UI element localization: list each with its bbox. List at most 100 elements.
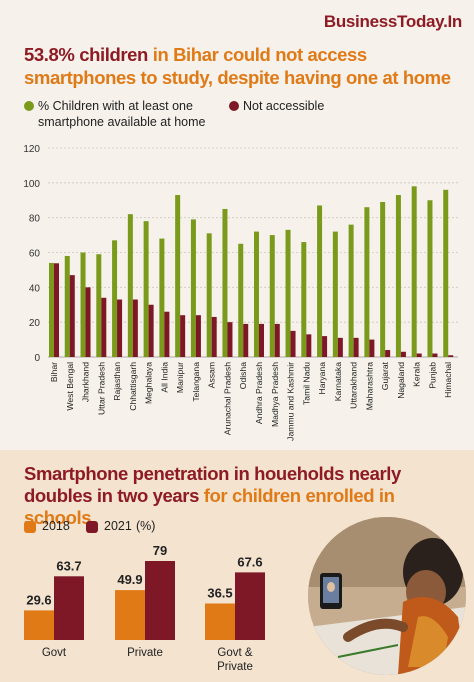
penetration-bar-chart: 29.6 63.7 Govt 49.9 79 Private 36.5 67.6 Govt & P… — [24, 543, 265, 673]
legend-item-not-accessible: Not accessible — [229, 98, 324, 114]
x-tick-label: Rajasthan — [112, 362, 122, 401]
bar-not-accessible — [227, 322, 233, 357]
bar-available — [411, 186, 417, 357]
data-label: 63.7 — [56, 558, 81, 573]
bar-not-accessible — [195, 315, 201, 357]
bar-available — [206, 233, 212, 357]
bar-available — [364, 207, 370, 357]
x-tick-label: Jammu and Kashmir — [286, 362, 296, 441]
legend-2018: 2018 — [42, 519, 70, 533]
legend-label-not-accessible: Not accessible — [243, 99, 325, 113]
bar-available — [301, 242, 307, 357]
bar-not-accessible — [337, 337, 343, 357]
x-tick-label: Madhya Pradesh — [270, 362, 280, 427]
bar-not-accessible — [274, 323, 280, 357]
bar-not-accessible — [416, 353, 422, 357]
y-tick-label: 120 — [23, 144, 40, 155]
headline: 53.8% children in Bihar could not access… — [24, 43, 464, 89]
bar-not-accessible — [211, 316, 217, 357]
maroon-square-icon — [86, 521, 98, 533]
bar-not-accessible — [117, 299, 123, 357]
data-label: 29.6 — [26, 592, 51, 607]
bar-available — [49, 262, 54, 357]
bar-available — [222, 208, 228, 357]
y-tick-label: 0 — [34, 353, 40, 364]
top-section: BusinessToday.In 53.8% children in Bihar… — [23, 12, 464, 441]
x-tick-label: Telangana — [191, 362, 201, 402]
x-tick-label: Himachal — [443, 362, 453, 398]
x-tick-label: Arunachal Pradesh — [222, 362, 232, 435]
x-tick-label: Kerala — [412, 362, 422, 387]
x-tick-label: Bihar — [49, 362, 59, 382]
bar-not-accessible — [369, 339, 375, 357]
bar-available — [112, 240, 118, 357]
x-tick-label: Uttarakhand — [349, 362, 359, 409]
bar-available — [143, 221, 149, 357]
bar-2021 — [145, 561, 175, 640]
bar-available — [96, 254, 102, 357]
x-tick-label: Meghalaya — [144, 362, 154, 404]
x-tick-label: Karnataka — [333, 362, 343, 401]
data-label: 67.6 — [237, 554, 262, 569]
x-tick-label: Uttar Pradesh — [96, 362, 106, 415]
x-tick-label: Jharkhand — [81, 362, 91, 402]
bar-not-accessible — [101, 297, 107, 357]
bar-not-accessible — [69, 275, 75, 357]
bar-not-accessible — [243, 323, 249, 357]
x-tick-label: Assam — [207, 362, 217, 388]
bar-not-accessible — [259, 323, 264, 357]
bar-available — [332, 231, 338, 357]
bar-not-accessible — [385, 350, 391, 357]
bar-2018 — [205, 603, 235, 640]
bar-available — [159, 238, 165, 357]
bar-not-accessible — [448, 355, 454, 357]
x-tick-label: Haryana — [317, 362, 327, 395]
orange-square-icon — [24, 521, 36, 533]
x-tick-label: All India — [159, 362, 169, 393]
data-label: 79 — [153, 543, 167, 558]
x-tick-label: West Bengal — [65, 362, 75, 411]
x-tick-label: Andhra Pradesh — [254, 362, 264, 424]
state-bar-chart: 0 20 40 60 80 100 120 Bihar West Bengal Jharkhand… — [23, 144, 458, 441]
bar-not-accessible — [54, 263, 59, 357]
category-label: Private — [217, 661, 253, 673]
data-label: 49.9 — [117, 572, 142, 587]
green-dot-icon — [24, 101, 34, 111]
bar-available — [127, 214, 133, 357]
bar-available — [427, 200, 433, 357]
x-tick-label: Gujarat — [380, 361, 390, 390]
x-tick-label: Nagaland — [396, 362, 406, 399]
legend-2021: 2021 — [104, 519, 132, 533]
bar-not-accessible — [148, 304, 154, 357]
bar-available — [175, 195, 181, 357]
x-tick-label: Maharashtra — [364, 362, 374, 410]
brand-logo: BusinessToday.In — [323, 12, 462, 31]
bar-not-accessible — [85, 287, 91, 357]
y-tick-label: 20 — [29, 318, 41, 329]
section2-title-main: Smartphone penetration in houeholds near… — [24, 463, 401, 506]
bar-available — [317, 205, 323, 357]
bar-2018 — [24, 610, 54, 640]
x-tick-label: Punjab — [427, 362, 437, 389]
x-tick-label: Chhattisgarh — [128, 362, 138, 411]
y-tick-label: 100 — [23, 179, 40, 190]
x-tick-label: Odisha — [238, 362, 248, 389]
bar-available — [285, 229, 291, 357]
bar-not-accessible — [353, 337, 359, 357]
bar-available — [64, 255, 70, 357]
category-label: Govt — [42, 647, 67, 659]
bar-2021 — [235, 572, 265, 640]
maroon-dot-icon — [229, 101, 239, 111]
category-label: Govt & — [217, 647, 252, 659]
child-with-phone-photo — [308, 517, 466, 675]
bar-available — [348, 224, 354, 357]
x-tick-label: Tamil Nadu — [301, 362, 311, 405]
category-label: Private — [127, 647, 163, 659]
y-tick-label: 80 — [29, 214, 41, 225]
bar-available — [395, 195, 401, 357]
bar-available — [254, 231, 259, 357]
photo-illustration — [308, 517, 466, 675]
bar-not-accessible — [432, 353, 438, 357]
y-tick-label: 60 — [29, 249, 41, 260]
